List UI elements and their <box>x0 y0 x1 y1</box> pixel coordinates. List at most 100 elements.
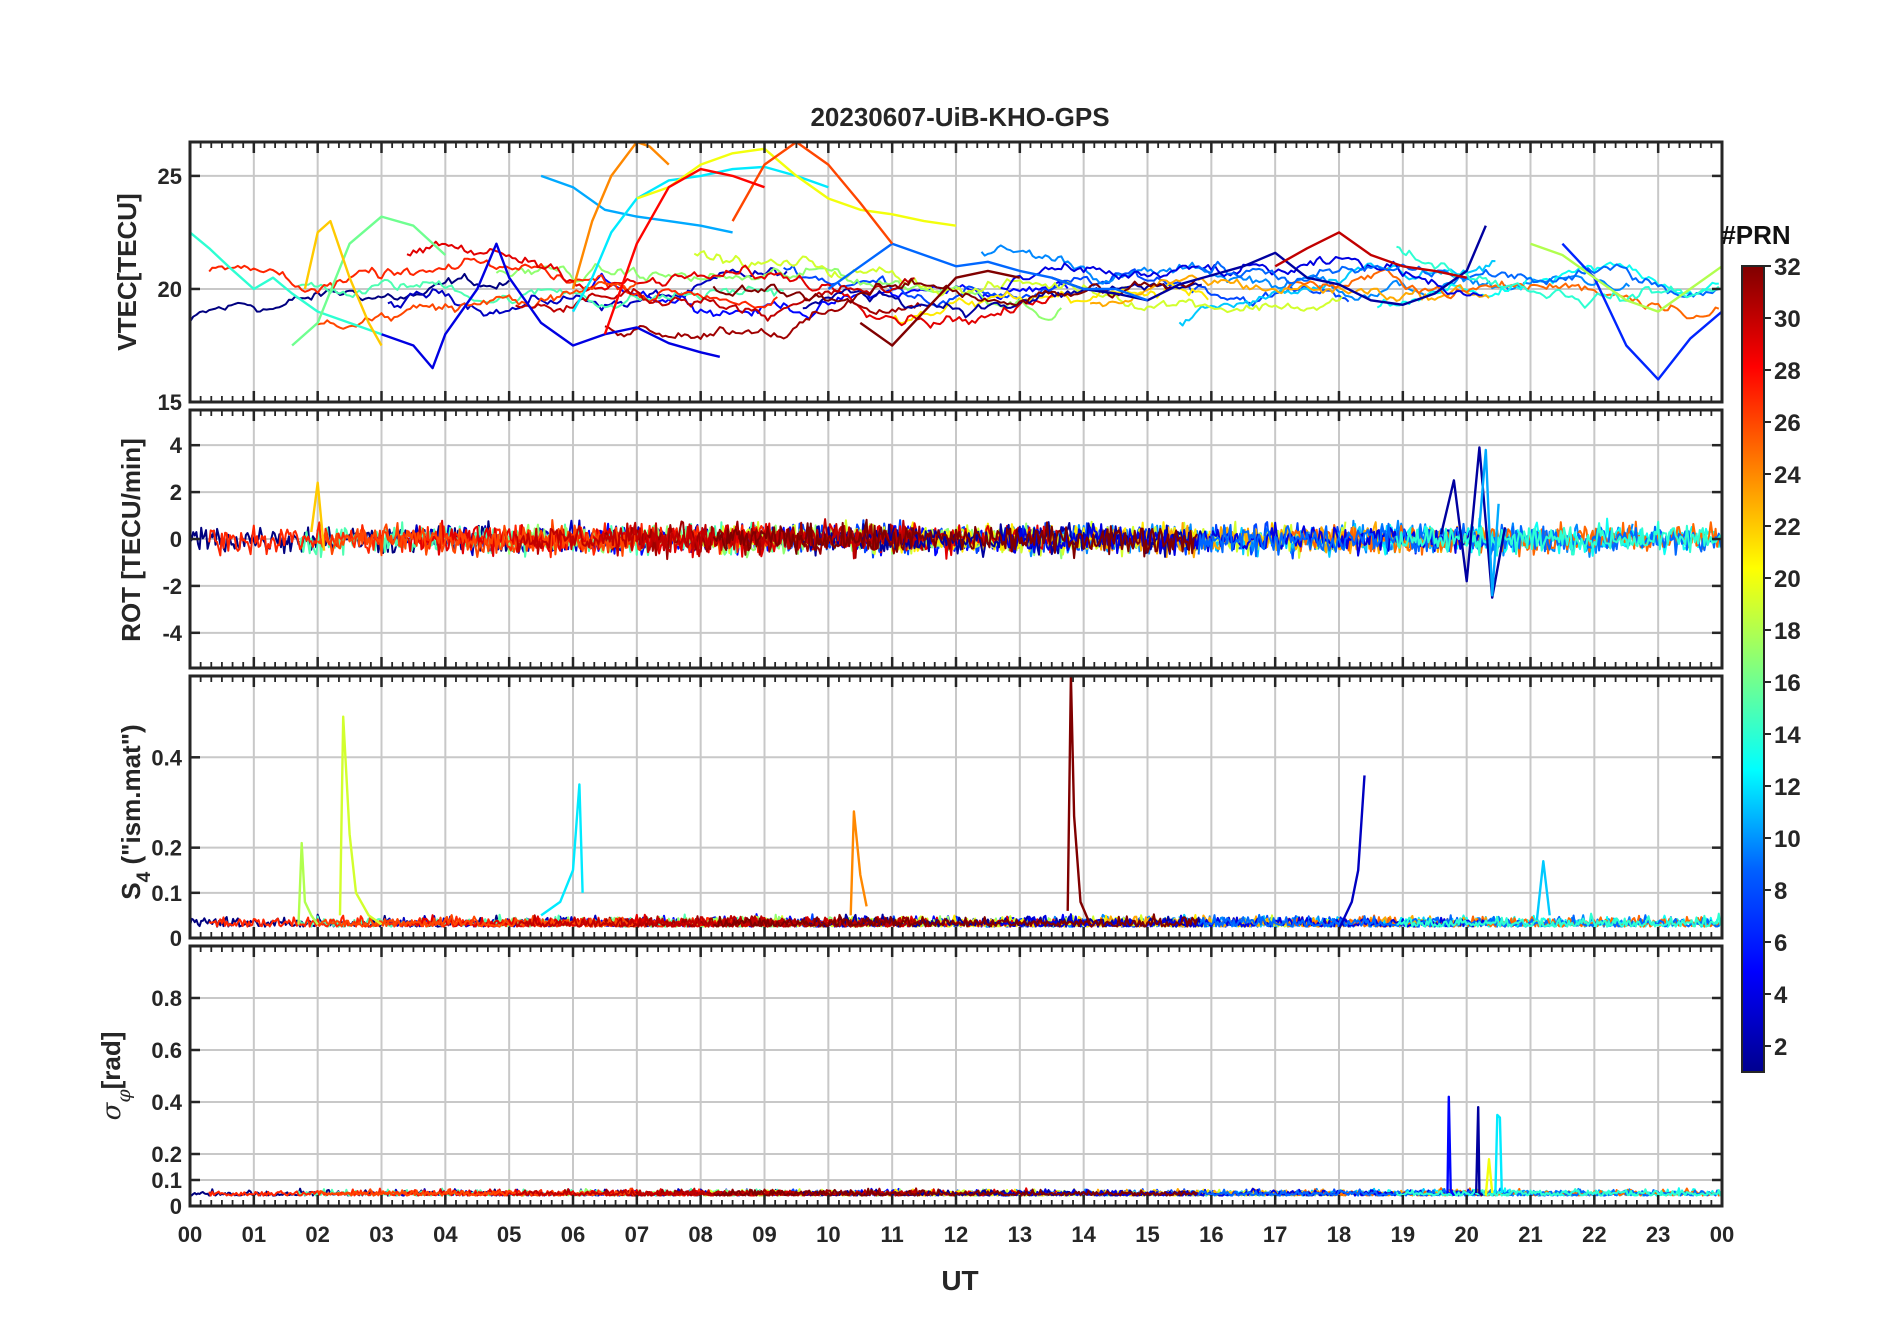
colorbar-tick-label: 24 <box>1774 462 1801 489</box>
y-tick-label: 0.2 <box>151 836 182 861</box>
panel-vtec: 15 20 25 <box>158 140 1724 415</box>
colorbar-tick-label: 4 <box>1774 982 1788 1009</box>
noise-trace <box>585 272 1069 320</box>
series-line-prn-2 <box>1439 446 1507 599</box>
x-tick-label: 07 <box>625 1222 649 1247</box>
y-tick-label: 4 <box>170 433 183 458</box>
background-traces <box>190 912 1722 928</box>
series-line-prn-12 <box>1494 1113 1503 1194</box>
ylabel-sigma-rest: [rad] <box>96 1032 126 1090</box>
series-line-prn-8 <box>827 242 1148 302</box>
noise-trace <box>1395 1188 1722 1197</box>
x-tick-label: 19 <box>1391 1222 1415 1247</box>
noise-trace <box>604 300 922 340</box>
x-tick-label: 11 <box>881 1222 904 1247</box>
colorbar-tick-label: 10 <box>1774 826 1801 853</box>
series-line-prn-4 <box>381 242 721 370</box>
x-tick-label: 13 <box>1008 1222 1032 1247</box>
x-tick-label: 03 <box>369 1222 393 1247</box>
noise-trace <box>712 518 1198 560</box>
colorbar-tick-label: 6 <box>1774 930 1787 957</box>
x-tick-label: 23 <box>1646 1222 1670 1247</box>
y-tick-label: 0.6 <box>151 1038 182 1063</box>
y-tick-label: 0.1 <box>151 1168 182 1193</box>
series-line-prn-18 <box>297 841 319 926</box>
series-line-prn-19 <box>338 715 383 926</box>
series-line-prn-30 <box>1274 231 1467 279</box>
colorbar-tick-label: 2 <box>1774 1034 1787 1061</box>
x-tick-label: 18 <box>1327 1222 1351 1247</box>
noise-trace <box>208 257 778 309</box>
ylabel-sigma-main: σ <box>97 1101 127 1120</box>
series-line-prn-11 <box>1535 860 1551 921</box>
colorbar-gradient <box>1741 265 1765 1073</box>
x-tick-label: 10 <box>816 1222 840 1247</box>
series-line-prn-3 <box>1337 775 1366 930</box>
y-tick-label: -4 <box>162 621 182 646</box>
x-axis-label: UT <box>941 1265 978 1296</box>
x-tick-label: 02 <box>305 1222 329 1247</box>
noise-trace <box>514 518 917 560</box>
noise-trace <box>317 1187 636 1197</box>
x-tick-label: 00 <box>178 1222 202 1247</box>
series-line-prn-24 <box>571 142 670 290</box>
y-tick-label: 20 <box>158 277 182 302</box>
x-tick-label: 20 <box>1454 1222 1478 1247</box>
colorbar-tick-label: 32 <box>1774 254 1801 281</box>
chart-title: 20230607-UiB-KHO-GPS <box>810 102 1109 132</box>
x-tick-label: 04 <box>433 1222 458 1247</box>
ylabel-vtec: VTEC[TECU] <box>112 193 142 350</box>
y-tick-label: 0.4 <box>151 745 182 770</box>
noise-trace <box>515 277 915 322</box>
ylabel-rot: ROT [TECU/min] <box>116 438 146 642</box>
x-tick-label: 06 <box>561 1222 585 1247</box>
series-line-prn-32 <box>859 269 1021 347</box>
series-line-prn-16 <box>291 215 447 347</box>
ylabel-s4: S4 ("ism.mat") <box>116 724 155 899</box>
ylabel-s4-sub: 4 <box>134 871 155 882</box>
series-line-prn-6 <box>1561 242 1722 381</box>
colorbar-tick-label: 18 <box>1774 618 1801 645</box>
colorbar-tick-label: 28 <box>1774 358 1801 385</box>
noise-trace <box>713 913 1198 928</box>
panel-rot: -4 -2 0 2 4 <box>162 408 1724 670</box>
background-traces <box>190 1187 1722 1197</box>
noise-trace <box>190 272 510 323</box>
y-tick-label: -2 <box>162 574 182 599</box>
x-tick-label: 05 <box>497 1222 521 1247</box>
colorbar-tick-label: 8 <box>1774 878 1787 905</box>
noise-trace <box>1396 245 1720 309</box>
x-tick-label: 09 <box>752 1222 776 1247</box>
series-line-prn-5 <box>1446 1095 1455 1197</box>
x-tick-label: 00 <box>1710 1222 1734 1247</box>
noise-trace <box>802 282 1203 319</box>
y-tick-label: 25 <box>158 164 182 189</box>
x-tick-label: 15 <box>1135 1222 1159 1247</box>
ylabel-sigma-sub: φ <box>113 1089 135 1103</box>
y-tick-label: 0.1 <box>151 881 182 906</box>
noise-trace <box>1396 912 1722 928</box>
series-line-prn-2 <box>1051 225 1487 306</box>
y-tick-label: 2 <box>170 480 182 505</box>
y-tick-label: 0 <box>170 527 182 552</box>
noise-trace <box>316 519 637 558</box>
y-tick-label: 0 <box>170 926 182 951</box>
colorbar-tick-label: 16 <box>1774 670 1801 697</box>
colorbar-tick-label: 12 <box>1774 774 1801 801</box>
noise-trace <box>406 240 1056 329</box>
series-group <box>310 446 1507 599</box>
series-line-prn-24 <box>849 810 868 916</box>
series-line-prn-12 <box>540 783 584 917</box>
colorbar-tick-label: 22 <box>1774 514 1801 541</box>
series-line-prn-22 <box>303 219 383 347</box>
ylabel-sigma-phi: σφ[rad] <box>96 1032 135 1121</box>
colorbar-tick-label: 26 <box>1774 410 1801 437</box>
x-tick-label: 01 <box>242 1222 266 1247</box>
colorbar-title: #PRN <box>1721 220 1790 250</box>
series-line-prn-2 <box>1475 1105 1484 1197</box>
y-tick-label: 0.8 <box>151 986 182 1011</box>
noise-trace <box>317 281 638 330</box>
